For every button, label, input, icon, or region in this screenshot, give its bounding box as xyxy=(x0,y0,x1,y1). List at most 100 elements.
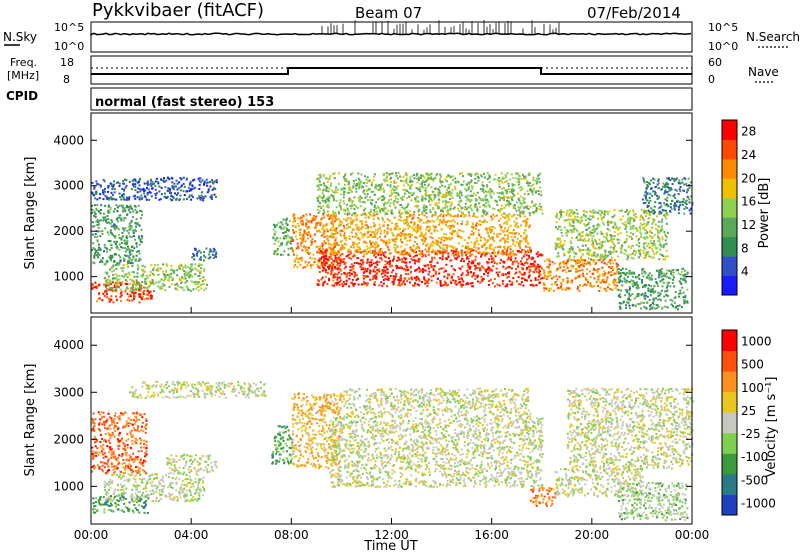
data-cell-0-2 xyxy=(105,221,108,224)
data-cell-0-9 xyxy=(513,206,515,209)
data-cell-0-7 xyxy=(480,255,482,258)
data-cell-0-2 xyxy=(93,214,96,217)
data-cell-0-6 xyxy=(315,222,318,225)
data-cell-0-3 xyxy=(162,179,165,182)
data-cell-0-2 xyxy=(139,240,142,243)
data-cell-0-7 xyxy=(357,262,360,265)
data-cell-0-7 xyxy=(330,271,333,274)
data-cell-0-9 xyxy=(518,186,521,189)
data-cell-0-7 xyxy=(387,279,390,281)
data-cell-0-11 xyxy=(604,251,607,254)
data-cell-0-8 xyxy=(383,221,386,224)
data-cell-0-9 xyxy=(524,205,527,208)
data-cell-0-11 xyxy=(665,213,668,216)
data-cell-0-3 xyxy=(102,193,105,196)
data-cell-0-3 xyxy=(202,196,205,199)
data-cell-0-7 xyxy=(478,262,481,265)
data-cell-0-3 xyxy=(172,187,175,190)
data-cell-0-8 xyxy=(478,219,481,222)
data-cell-0-7 xyxy=(380,281,383,284)
data-cell-0-11 xyxy=(639,231,642,234)
data-cell-0-9 xyxy=(539,172,542,175)
data-cell-0-9 xyxy=(467,188,470,191)
data-cell-0-8 xyxy=(378,251,381,254)
data-cell-0-11 xyxy=(665,222,668,225)
data-cell-0-7 xyxy=(392,280,395,283)
data-cell-0-3 xyxy=(97,183,100,186)
data-cell-0-8 xyxy=(504,240,507,243)
data-cell-0-10 xyxy=(557,267,560,270)
data-cell-0-9 xyxy=(509,178,512,181)
data-cell-0-7 xyxy=(370,259,373,262)
data-cell-0-9 xyxy=(450,201,453,204)
data-cell-0-10 xyxy=(577,270,580,273)
data-cell-0-8 xyxy=(345,224,348,226)
data-cell-0-9 xyxy=(437,188,440,191)
data-cell-0-3 xyxy=(171,199,174,202)
data-cell-0-7 xyxy=(338,264,341,267)
data-cell-0-8 xyxy=(493,251,495,254)
data-cell-0-10 xyxy=(613,272,616,275)
data-cell-0-2 xyxy=(131,249,134,252)
data-cell-0-3 xyxy=(154,197,157,199)
data-cell-0-3 xyxy=(172,196,174,198)
data-cell-0-8 xyxy=(376,230,379,233)
data-cell-0-7 xyxy=(518,283,520,286)
data-cell-0-7 xyxy=(413,269,416,272)
data-cell-0-8 xyxy=(404,222,407,225)
data-cell-0-9 xyxy=(539,186,541,189)
data-cell-0-7 xyxy=(509,257,512,260)
data-cell-0-9 xyxy=(344,174,347,177)
data-cell-0-3 xyxy=(137,181,140,183)
data-cell-0-7 xyxy=(511,262,514,265)
data-cell-0-10 xyxy=(574,260,577,262)
data-cell-0-7 xyxy=(469,282,472,285)
data-cell-0-9 xyxy=(405,206,408,208)
data-cell-0-8 xyxy=(394,249,397,252)
data-cell-0-8 xyxy=(456,233,459,236)
data-cell-0-3 xyxy=(189,182,192,184)
data-cell-0-8 xyxy=(525,237,527,240)
data-cell-0-8 xyxy=(391,238,394,241)
data-cell-0-2 xyxy=(140,241,143,244)
data-cell-0-9 xyxy=(318,202,321,204)
data-cell-0-5 xyxy=(279,253,282,256)
data-cell-0-8 xyxy=(348,237,351,240)
data-cell-0-8 xyxy=(519,247,522,249)
data-cell-0-6 xyxy=(323,230,326,233)
data-cell-0-8 xyxy=(445,250,448,253)
data-cell-0-11 xyxy=(658,225,661,228)
data-cell-0-7 xyxy=(418,258,421,261)
data-cell-0-2 xyxy=(106,247,109,250)
data-cell-0-2 xyxy=(111,256,114,259)
data-cell-0-7 xyxy=(532,284,534,287)
data-cell-0-9 xyxy=(390,192,393,195)
data-cell-0-9 xyxy=(351,187,354,189)
data-cell-0-1 xyxy=(116,263,118,266)
data-cell-0-8 xyxy=(404,234,407,237)
data-cell-0-10 xyxy=(597,284,600,287)
data-cell-0-9 xyxy=(322,173,325,176)
data-cell-0-9 xyxy=(538,202,541,205)
data-cell-0-11 xyxy=(568,221,571,224)
data-cell-0-1 xyxy=(183,273,186,275)
data-cell-0-9 xyxy=(434,187,437,190)
data-cell-0-3 xyxy=(125,198,128,201)
data-cell-0-0 xyxy=(142,291,145,294)
data-cell-0-8 xyxy=(330,232,333,235)
data-cell-0-11 xyxy=(568,224,571,227)
data-cell-0-2 xyxy=(122,210,124,213)
data-cell-0-11 xyxy=(585,211,588,213)
data-cell-0-1 xyxy=(111,266,114,269)
data-cell-0-8 xyxy=(340,229,343,232)
data-cell-0-11 xyxy=(608,210,611,213)
data-cell-0-7 xyxy=(460,276,463,279)
data-cell-0-9 xyxy=(430,198,433,201)
data-cell-0-9 xyxy=(442,195,444,198)
data-cell-0-6 xyxy=(333,214,336,217)
data-cell-0-9 xyxy=(464,206,467,209)
data-cell-0-3 xyxy=(174,192,177,195)
data-cell-0-2 xyxy=(113,240,116,243)
data-cell-0-7 xyxy=(324,250,327,253)
